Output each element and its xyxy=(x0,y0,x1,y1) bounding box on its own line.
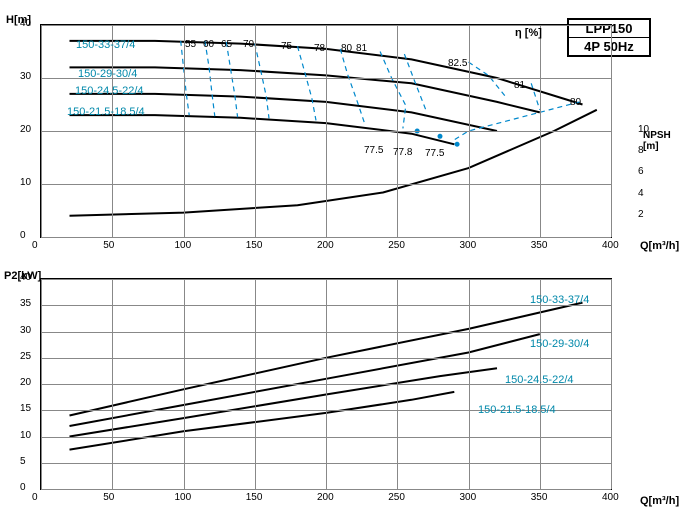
gridline-h xyxy=(41,25,611,26)
power-curve-label: 150-29-30/4 xyxy=(530,338,589,350)
y-tick: 15 xyxy=(20,403,31,414)
gridline-h xyxy=(41,358,611,359)
gridline-h xyxy=(41,305,611,306)
y-tick: 30 xyxy=(20,71,31,82)
head-curve-label: 150-21.5-18.5/4 xyxy=(67,106,145,118)
head-curve-label: 150-33-37/4 xyxy=(76,39,135,51)
y-tick: 0 xyxy=(20,230,26,241)
x-tick: 200 xyxy=(317,240,334,251)
npsh-tick: 4 xyxy=(638,188,644,199)
y-tick: 0 xyxy=(20,482,26,493)
y-tick: 30 xyxy=(20,325,31,336)
power-curve-label: 150-33-37/4 xyxy=(530,294,589,306)
power-curve-label: 150-21.5-18.5/4 xyxy=(478,404,556,416)
efficiency-label: 55 xyxy=(185,39,196,50)
pump-performance-chart: LPP150 4P 50Hz H[m] η [%] NPSH[m] Q[m³/h… xyxy=(0,0,692,519)
x-tick: 350 xyxy=(531,240,548,251)
gridline-h xyxy=(41,131,611,132)
x-tick: 100 xyxy=(175,240,192,251)
y-tick: 25 xyxy=(20,351,31,362)
gridline-h xyxy=(41,463,611,464)
efficiency-point-label: 77.8 xyxy=(393,147,412,158)
x-tick: 150 xyxy=(246,240,263,251)
efficiency-label: 60 xyxy=(203,39,214,50)
x-axis-flow-label-bot: Q[m³/h] xyxy=(640,495,679,507)
efficiency-label: 81 xyxy=(356,43,367,54)
x-tick: 100 xyxy=(175,492,192,503)
efficiency-point-label: 77.5 xyxy=(364,145,383,156)
x-tick: 0 xyxy=(32,240,38,251)
x-tick: 250 xyxy=(388,240,405,251)
efficiency-label: 82.5 xyxy=(448,58,467,69)
gridline-h xyxy=(41,437,611,438)
efficiency-label: 78 xyxy=(314,43,325,54)
y-tick: 20 xyxy=(20,124,31,135)
y-tick: 40 xyxy=(20,18,31,29)
efficiency-label: 70 xyxy=(243,39,254,50)
head-efficiency-chart xyxy=(40,24,612,238)
efficiency-label: 81 xyxy=(514,80,525,91)
x-tick: 300 xyxy=(460,240,477,251)
power-curve-label: 150-24.5-22/4 xyxy=(505,374,574,386)
gridline-h xyxy=(41,489,611,490)
x-tick: 350 xyxy=(531,492,548,503)
efficiency-label: 80 xyxy=(570,97,581,108)
gridline-h xyxy=(41,332,611,333)
x-tick: 400 xyxy=(602,492,619,503)
efficiency-label: 65 xyxy=(221,39,232,50)
head-curve-label: 150-29-30/4 xyxy=(78,68,137,80)
npsh-tick: 6 xyxy=(638,166,644,177)
npsh-tick: 10 xyxy=(638,124,649,135)
x-tick: 300 xyxy=(460,492,477,503)
x-tick: 50 xyxy=(103,240,114,251)
gridline-h xyxy=(41,184,611,185)
x-tick: 150 xyxy=(246,492,263,503)
x-tick: 0 xyxy=(32,492,38,503)
x-tick: 400 xyxy=(602,240,619,251)
npsh-tick: 2 xyxy=(638,209,644,220)
y-tick: 5 xyxy=(20,456,26,467)
y-tick: 35 xyxy=(20,298,31,309)
y-tick: 40 xyxy=(20,272,31,283)
gridline-h xyxy=(41,237,611,238)
y-tick: 20 xyxy=(20,377,31,388)
x-tick: 250 xyxy=(388,492,405,503)
y-tick: 10 xyxy=(20,430,31,441)
x-axis-flow-label-top: Q[m³/h] xyxy=(640,240,679,252)
x-tick: 50 xyxy=(103,492,114,503)
efficiency-label: 75 xyxy=(281,41,292,52)
gridline-v xyxy=(611,25,612,237)
head-curve-label: 150-24.5-22/4 xyxy=(75,85,144,97)
y-tick: 10 xyxy=(20,177,31,188)
efficiency-point-label: 77.5 xyxy=(425,148,444,159)
x-tick: 200 xyxy=(317,492,334,503)
efficiency-label: 80 xyxy=(341,43,352,54)
eff-axis-label: η [%] xyxy=(515,27,542,39)
gridline-h xyxy=(41,279,611,280)
npsh-tick: 8 xyxy=(638,145,644,156)
gridline-v xyxy=(611,279,612,489)
